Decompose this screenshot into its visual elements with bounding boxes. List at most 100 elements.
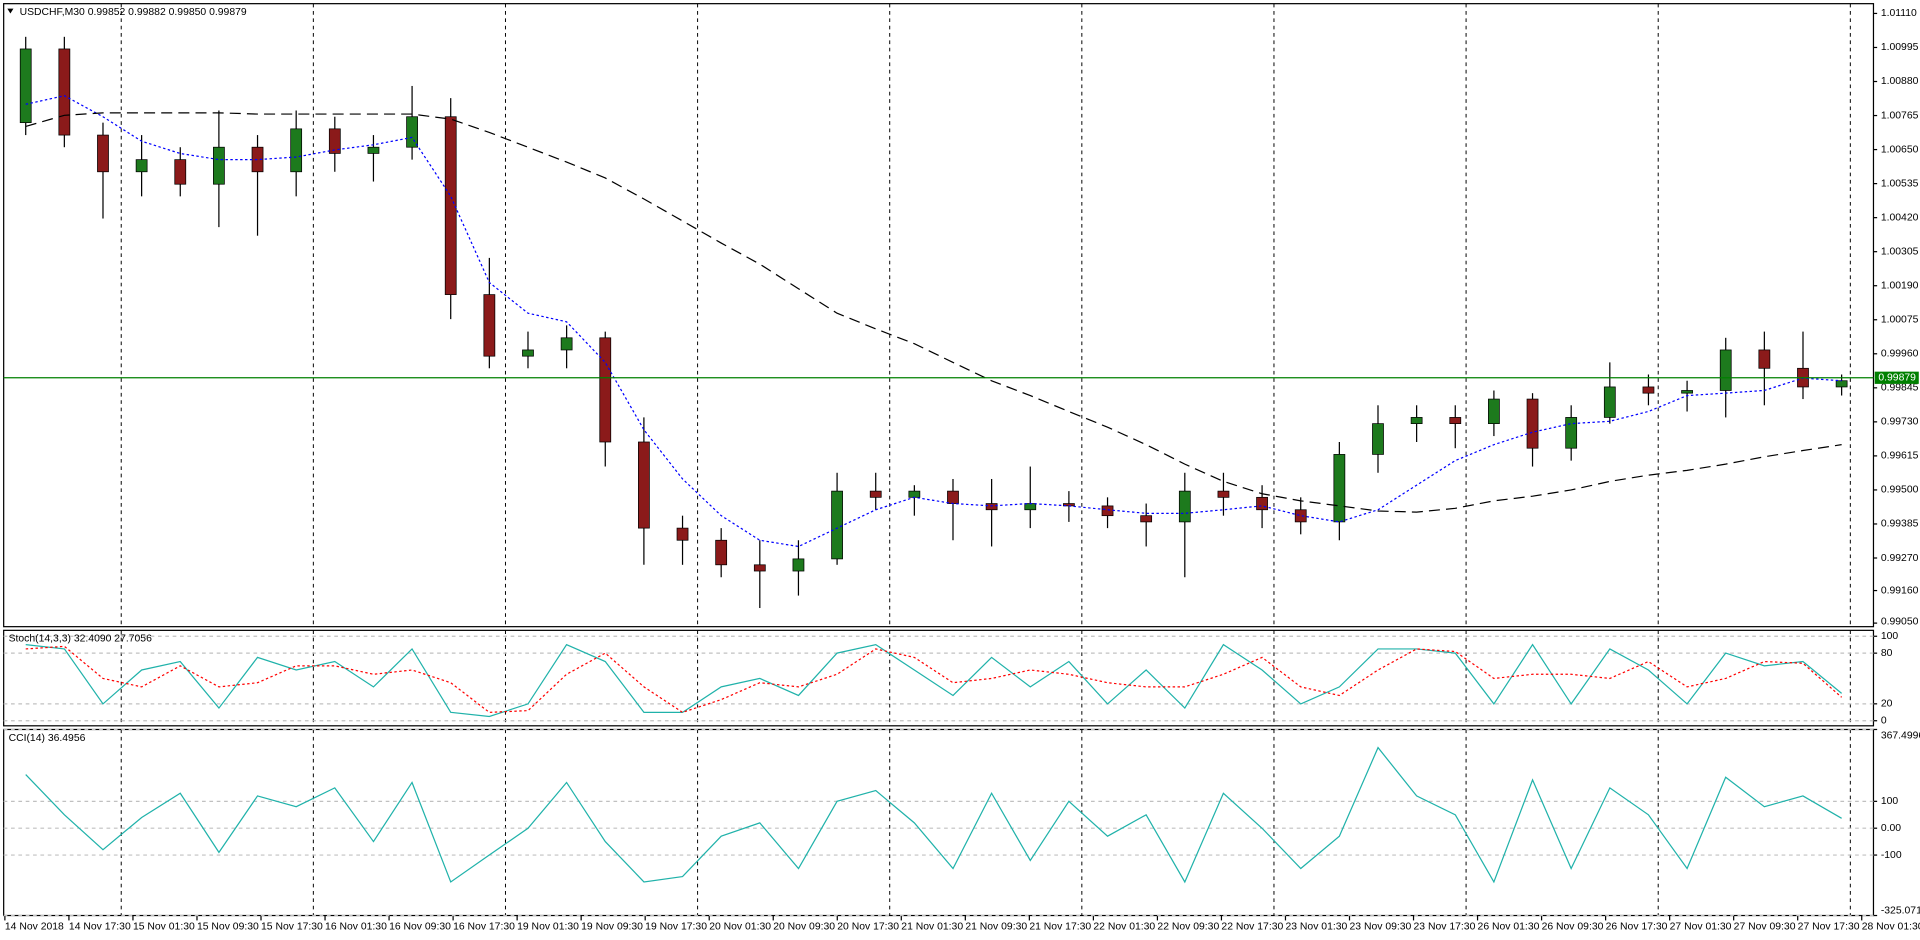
y-tick-label: 100 xyxy=(1881,631,1899,642)
candle-body xyxy=(753,564,766,572)
y-tick-label: 1.00995 xyxy=(1881,42,1919,53)
x-tick-label: 16 Nov 09:30 xyxy=(389,921,451,932)
current-price-box xyxy=(1874,371,1919,384)
candle-body xyxy=(1294,509,1307,523)
candle-body xyxy=(638,441,650,529)
x-tick-label: 21 Nov 01:30 xyxy=(901,921,963,932)
candle-body xyxy=(1603,386,1616,418)
y-tick-label: 1.00305 xyxy=(1881,246,1919,257)
x-tick-label: 23 Nov 09:30 xyxy=(1349,921,1411,932)
y-tick-label: 0.00 xyxy=(1881,823,1901,834)
candle-body xyxy=(1488,398,1500,425)
x-tick-label: 21 Nov 09:30 xyxy=(965,921,1027,932)
x-tick-label: 21 Nov 17:30 xyxy=(1029,921,1091,932)
candle-body xyxy=(560,337,573,351)
candle-body xyxy=(1449,417,1462,425)
x-tick-label: 22 Nov 09:30 xyxy=(1157,921,1219,932)
candle-body xyxy=(1642,386,1655,394)
y-tick-label: 20 xyxy=(1881,699,1893,710)
series-line xyxy=(25,112,1842,513)
x-tick-label: 23 Nov 17:30 xyxy=(1414,921,1476,932)
candle-body xyxy=(367,146,380,154)
candle-body xyxy=(947,490,959,504)
candle-body xyxy=(1526,398,1539,449)
candle-body xyxy=(1140,515,1153,523)
candle-body xyxy=(97,134,109,173)
x-tick-label: 14 Nov 17:30 xyxy=(69,921,131,932)
y-tick-label: 0.99615 xyxy=(1881,451,1919,462)
candle-body xyxy=(522,349,534,357)
candle-body xyxy=(328,128,341,154)
candle-body xyxy=(1758,349,1771,369)
candle-body xyxy=(213,146,225,185)
y-tick-label: 0.99730 xyxy=(1881,417,1919,428)
candle-body xyxy=(1217,490,1230,498)
x-tick-label: 22 Nov 17:30 xyxy=(1221,921,1283,932)
candle-body xyxy=(1835,380,1848,388)
candle-body xyxy=(58,48,71,136)
candle-body xyxy=(1101,505,1114,517)
y-tick-label: 1.00535 xyxy=(1881,178,1919,189)
series-line xyxy=(25,645,1843,714)
y-tick-label: 1.00765 xyxy=(1881,110,1919,121)
series-line xyxy=(25,746,1842,884)
y-tick-label: 0.99500 xyxy=(1881,485,1919,496)
panel-frame xyxy=(3,3,1875,628)
x-tick-label: 27 Nov 01:30 xyxy=(1670,921,1732,932)
candle-body xyxy=(1333,454,1346,523)
current-price-label: 0.99879 xyxy=(1878,373,1916,384)
x-tick-label: 19 Nov 09:30 xyxy=(581,921,643,932)
x-tick-label: 15 Nov 17:30 xyxy=(261,921,323,932)
x-tick-label: 20 Nov 09:30 xyxy=(773,921,835,932)
candle-body xyxy=(1024,503,1037,511)
candle-body xyxy=(483,294,496,357)
x-tick-label: 16 Nov 01:30 xyxy=(325,921,387,932)
y-tick-label: -325.0716 xyxy=(1881,905,1920,916)
candle-body xyxy=(444,116,457,295)
y-tick-label: 0.99845 xyxy=(1881,383,1919,394)
candle-body xyxy=(715,539,728,566)
x-tick-label: 19 Nov 17:30 xyxy=(645,921,707,932)
y-tick-label: 1.00420 xyxy=(1881,212,1919,223)
x-tick-label: 27 Nov 17:30 xyxy=(1798,921,1860,932)
series-line xyxy=(25,643,1843,718)
candle-body xyxy=(406,116,418,148)
x-tick-label: 27 Nov 09:30 xyxy=(1734,921,1796,932)
indicator-title: CCI(14) 36.4956 xyxy=(9,733,86,744)
menu-triangle[interactable] xyxy=(7,8,14,14)
candle-body xyxy=(1372,423,1384,455)
x-tick-label: 23 Nov 01:30 xyxy=(1285,921,1347,932)
y-tick-label: 1.00880 xyxy=(1881,76,1919,87)
y-tick-label: 367.4996 xyxy=(1881,730,1920,741)
x-tick-label: 16 Nov 17:30 xyxy=(453,921,515,932)
candle-body xyxy=(599,337,612,443)
x-tick-label: 19 Nov 01:30 xyxy=(517,921,579,932)
candle-body xyxy=(1178,490,1191,523)
y-tick-label: 1.00075 xyxy=(1881,315,1919,326)
y-tick-label: 0 xyxy=(1881,715,1887,726)
y-tick-label: 1.00650 xyxy=(1881,144,1919,155)
candle-body xyxy=(676,527,689,541)
x-tick-label: 26 Nov 09:30 xyxy=(1542,921,1604,932)
candle-body xyxy=(1681,390,1693,394)
y-tick-label: -100 xyxy=(1881,850,1902,861)
x-tick-label: 14 Nov 2018 xyxy=(5,921,64,932)
x-tick-label: 15 Nov 09:30 xyxy=(197,921,259,932)
candle-body xyxy=(792,558,805,572)
candle-body xyxy=(174,159,187,185)
y-tick-label: 100 xyxy=(1881,796,1899,807)
y-tick-label: 0.99160 xyxy=(1881,585,1919,596)
x-tick-label: 26 Nov 17:30 xyxy=(1606,921,1668,932)
candle-body xyxy=(908,490,921,498)
candle-body xyxy=(831,490,843,560)
y-tick-label: 0.99385 xyxy=(1881,519,1919,530)
x-tick-label: 28 Nov 01:30 xyxy=(1862,921,1920,932)
candle-body xyxy=(1719,349,1732,391)
chart-header: USDCHF,M30 0.99852 0.99882 0.99850 0.998… xyxy=(20,7,247,18)
candle-body xyxy=(290,128,303,173)
y-tick-label: 1.01110 xyxy=(1881,8,1917,19)
candle-body xyxy=(869,490,882,498)
